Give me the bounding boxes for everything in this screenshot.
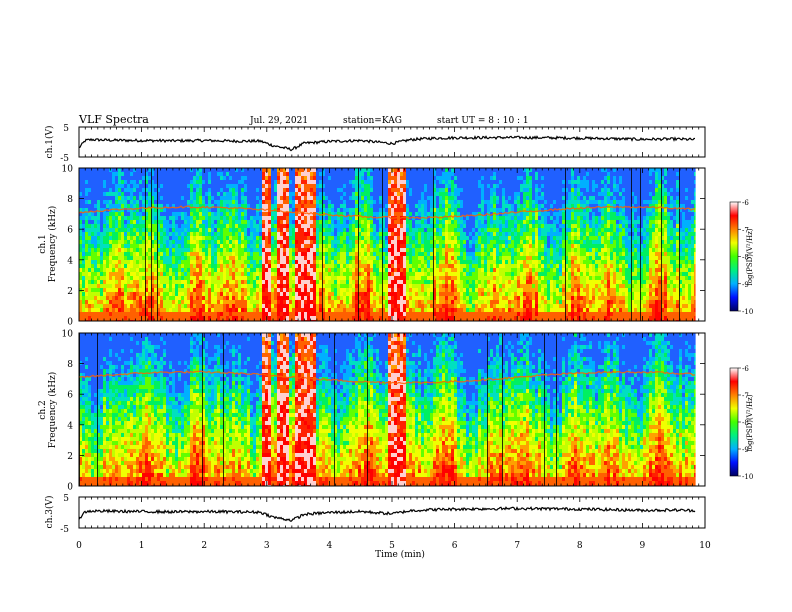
start-time-label: start UT = 8 : 10 : 1	[437, 116, 529, 126]
time-tick-label: 0	[76, 541, 82, 551]
ch2-spectrogram-ytick: 10	[62, 330, 74, 340]
ch1-spectrogram-colorbar-tick: -9	[742, 281, 749, 289]
ch1-colorbar-label: log(PSD)(V²/Hz)	[746, 228, 754, 285]
ch1-spectrogram-colorbar-tick: -6	[742, 199, 749, 207]
ch2-spectrogram-ytick: 8	[67, 360, 73, 370]
ch1-frequency-axis-label: ch.1Frequency (kHz)	[38, 206, 58, 283]
ch1-voltage-trace	[78, 135, 695, 152]
ch2-frequency-axis-label: ch.2Frequency (kHz)	[38, 372, 58, 449]
ch1-voltage-ytick: -5	[60, 154, 69, 164]
ch2-spectrogram-ytick: 2	[67, 452, 73, 462]
ch3-waveform-panel: 5 -5	[60, 494, 706, 535]
ch1-spectrogram-ytick: 8	[67, 195, 73, 205]
ch1-spectrogram-ytick: 0	[67, 318, 73, 328]
ch1-spectrogram-image	[79, 168, 705, 321]
time-tick-label: 2	[201, 541, 207, 551]
ch1-spectrogram-colorbar-tick: -7	[742, 226, 749, 234]
ch2-colorbar: -6 -7 -8 -9 -10	[729, 365, 753, 481]
time-axis: 0 1 2 3 4 5 6 7 8 9 10	[76, 541, 711, 551]
ch1-spectrogram-colorbar-tick: -10	[742, 308, 753, 316]
ch2-spectrogram-image	[79, 333, 705, 486]
ch1-spectrogram-ytick: 4	[67, 256, 73, 266]
ch1-spectrogram-panel: 0 2 4 6 8 10	[62, 165, 706, 328]
time-tick-label: 8	[577, 541, 583, 551]
time-tick-label: 3	[264, 541, 270, 551]
time-tick-label: 5	[389, 541, 395, 551]
ch2-colorbar-label: log(PSD)(V²/Hz)	[746, 394, 754, 451]
time-tick-label: 6	[452, 541, 458, 551]
ch2-spectrogram-colorbar-scale	[729, 367, 739, 477]
ch1-colorbar: -6 -7 -8 -9 -10	[729, 199, 753, 316]
ch1-spectrogram-band	[79, 205, 696, 220]
ch2-spectrogram-colorbar-tick: -7	[742, 392, 749, 400]
time-tick-label: 4	[327, 541, 333, 551]
ch3-voltage-ytick: 5	[63, 494, 69, 504]
ch1-spectrogram-colorbar-scale	[729, 201, 739, 312]
ch1-voltage-axis-label: ch.1(V)	[44, 126, 55, 159]
ch1-spectrogram-ytick: 6	[67, 226, 73, 236]
ch1-spectrogram-ytick: 10	[62, 165, 74, 175]
figure-title: VLF Spectra	[78, 113, 149, 126]
ch3-voltage-axis-label: ch.3(V)	[44, 496, 55, 529]
time-axis-label: Time (min)	[375, 549, 425, 560]
ch2-spectrogram-colorbar-tick: -6	[742, 365, 749, 373]
time-tick-label: 1	[139, 541, 145, 551]
ch1-waveform-panel: 5 -5	[60, 124, 706, 164]
ch1-spectrogram-ytick: 2	[67, 287, 73, 297]
ch2-spectrogram-ytick: 0	[67, 483, 73, 493]
ch2-spectrogram-colorbar-tick: -8	[742, 419, 749, 427]
station-label: station=KAG	[343, 116, 402, 126]
ch3-voltage-ytick: -5	[60, 525, 69, 535]
ch2-spectrogram-ytick: 6	[67, 391, 73, 401]
ch1-voltage-ytick: 5	[63, 124, 69, 134]
ch3-voltage-trace	[78, 506, 696, 523]
ch2-spectrogram-colorbar-tick: -9	[742, 446, 749, 454]
ch2-spectrogram-ytick: 4	[67, 421, 73, 431]
time-tick-label: 7	[514, 541, 520, 551]
time-tick-label: 10	[699, 541, 711, 551]
ch2-spectrogram-band	[79, 370, 696, 385]
ch2-spectrogram-panel: 0 2 4 6 8 10	[62, 330, 706, 493]
ch2-spectrogram-colorbar-tick: -10	[742, 473, 753, 481]
ch1-spectrogram-colorbar-tick: -8	[742, 254, 749, 262]
time-tick-label: 9	[640, 541, 646, 551]
date-label: Jul. 29, 2021	[249, 116, 308, 126]
